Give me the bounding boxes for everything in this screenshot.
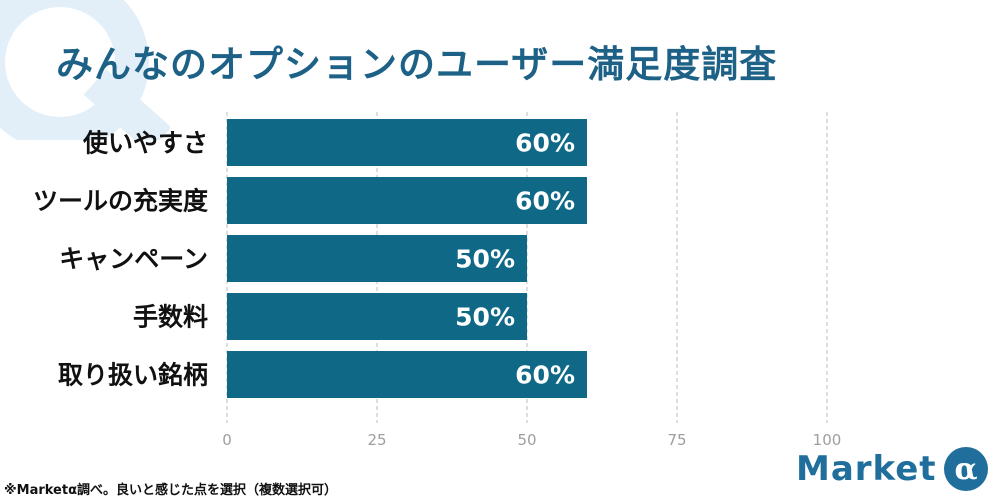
x-tick-label: 75 (667, 431, 686, 449)
category-label: 取り扱い銘柄 (58, 361, 208, 390)
category-label: 手数料 (133, 303, 208, 332)
labels: 0 25 50 75 100 60% 使いやすさ 60% ツールの充実度 50% キャンペーン 50%… (33, 129, 841, 450)
bar-chart: 0 25 50 75 100 60% 使いやすさ 60% ツールの充実度 50% キャンペーン 50%… (33, 112, 841, 450)
x-tick-label: 100 (813, 431, 842, 449)
bar-value-label: 60% (515, 129, 575, 158)
footnote: ※Marketα調べ。良いと感じた点を選択（複数選択可） (4, 483, 338, 498)
bar-value-label: 60% (515, 361, 575, 390)
bar (227, 177, 587, 224)
x-tick-label: 0 (222, 431, 232, 449)
x-tick-label: 50 (517, 431, 536, 449)
category-label: キャンペーン (59, 245, 208, 274)
watermark-q-icon (0, 0, 170, 140)
chart-title: みんなのオプションのユーザー満足度調査 (56, 43, 778, 86)
bar-value-label: 60% (515, 187, 575, 216)
bar (227, 235, 527, 282)
logo-badge-glyph: α (954, 452, 977, 487)
marketalpha-logo: Market α (796, 446, 989, 492)
bar (227, 351, 587, 398)
category-label: ツールの充実度 (33, 187, 208, 216)
alpha-badge-icon: α (943, 447, 988, 491)
bar (227, 119, 587, 166)
category-label: 使いやすさ (82, 129, 208, 158)
logo-text: Market (796, 449, 937, 489)
bars (227, 119, 587, 398)
x-tick-label: 25 (367, 431, 386, 449)
bar-value-label: 50% (455, 245, 515, 274)
bar (227, 293, 527, 340)
bar-value-label: 50% (455, 303, 515, 332)
